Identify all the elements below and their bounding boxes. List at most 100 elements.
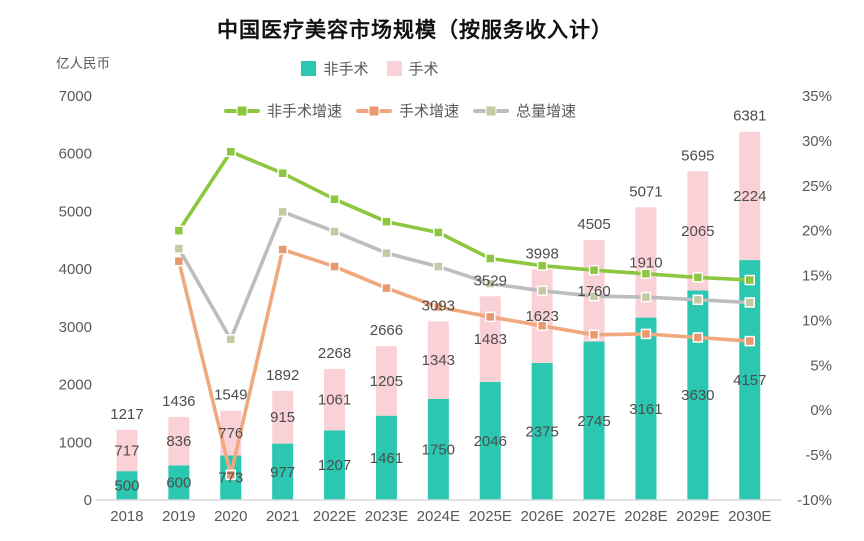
label-nonsurgical: 500 [114, 478, 139, 495]
bar-nonsurgical [116, 471, 138, 500]
label-surgical: 776 [218, 425, 243, 442]
x-axis-label: 2020 [214, 508, 247, 525]
label-surgical: 1205 [370, 373, 403, 390]
growth-marker-2 [536, 285, 548, 297]
y-left-tick: 7000 [59, 88, 92, 105]
legend-line-square-icon [368, 105, 380, 116]
label-total: 1217 [110, 406, 143, 423]
legend-swatch-icon [386, 61, 402, 76]
legend-label: 非手术增速 [266, 103, 342, 120]
label-nonsurgical: 1207 [318, 457, 351, 474]
y-right-tick: -5% [805, 447, 832, 464]
x-axis-label: 2021 [266, 508, 299, 525]
label-total: 5695 [681, 147, 714, 164]
bar-nonsurgical [272, 443, 294, 500]
growth-marker-0 [692, 272, 704, 283]
y-right-tick: -10% [797, 492, 832, 509]
label-nonsurgical: 2046 [474, 433, 507, 450]
legend-line-series: 非手术增速 手术增速 总量增速 [0, 100, 800, 121]
y-left-tick: 5000 [59, 203, 92, 220]
growth-line-2 [177, 210, 752, 342]
legend-line-square-icon [236, 105, 248, 116]
growth-marker-1 [744, 335, 755, 347]
bar-nonsurgical [375, 415, 397, 500]
label-total: 1892 [266, 367, 299, 384]
y-right-tick: 15% [802, 268, 832, 285]
growth-marker-1 [433, 301, 444, 313]
growth-marker-1 [381, 282, 392, 294]
growth-marker-1 [588, 329, 600, 341]
label-nonsurgical: 773 [218, 470, 243, 487]
growth-line-0 [177, 149, 752, 282]
y-right-tick: 30% [802, 133, 832, 150]
legend-label: 手术增速 [398, 103, 459, 120]
x-axis-label: 2026E [520, 508, 563, 525]
x-axis-label: 2023E [365, 508, 408, 525]
chart-title: 中国医疗美容市场规模（按服务收入计） [217, 19, 613, 42]
growth-marker-0 [640, 268, 652, 280]
label-surgical: 1061 [318, 392, 351, 409]
label-total: 4505 [577, 216, 610, 233]
label-surgical: 717 [114, 442, 139, 459]
label-nonsurgical: 2375 [525, 423, 558, 440]
growth-marker-0 [744, 274, 755, 286]
bar-nonsurgical [324, 430, 346, 500]
label-nonsurgical: 977 [270, 464, 295, 481]
label-nonsurgical: 4157 [733, 372, 766, 389]
bar-surgical [635, 207, 657, 318]
x-axis-label: 2030E [728, 508, 771, 525]
bar-nonsurgical [531, 362, 553, 500]
bar-nonsurgical [687, 290, 709, 500]
legend-label: 手术 [408, 61, 439, 78]
growth-marker-0 [173, 225, 185, 236]
y-left-tick: 4000 [59, 261, 92, 278]
x-axis-label: 2019 [162, 508, 195, 525]
label-total: 3093 [422, 297, 455, 314]
bar-nonsurgical [635, 317, 657, 500]
growth-marker-1 [536, 320, 548, 332]
growth-marker-0 [536, 260, 548, 271]
legend-label: 非手术 [323, 61, 369, 78]
legend-line-marker-icon [223, 105, 260, 116]
x-axis-label: 2022E [313, 508, 356, 525]
y-right-tick: 20% [802, 223, 832, 240]
growth-marker-1 [692, 332, 704, 343]
label-nonsurgical: 600 [166, 475, 191, 492]
legend-item-growth-0: 非手术增速 [223, 100, 342, 121]
label-surgical: 2224 [733, 188, 766, 205]
growth-marker-0 [225, 146, 236, 157]
bar-surgical [739, 131, 761, 261]
label-nonsurgical: 3161 [629, 401, 662, 418]
growth-marker-1 [173, 255, 185, 267]
growth-marker-2 [277, 206, 288, 218]
y-left-tick: 3000 [59, 319, 92, 336]
growth-marker-0 [329, 193, 340, 205]
x-axis-label: 2029E [676, 508, 719, 525]
y-left-tick: 0 [84, 492, 92, 509]
legend-swatch-icon [301, 61, 317, 76]
legend-bar-series: 非手术 手术 [0, 58, 740, 79]
growth-marker-2 [640, 291, 652, 303]
bar-nonsurgical [479, 381, 501, 500]
legend-item-nonsurgical: 非手术 [301, 58, 369, 79]
label-surgical: 1343 [422, 352, 455, 369]
growth-line-1 [177, 247, 752, 477]
x-axis-label: 2025E [469, 508, 512, 525]
growth-marker-0 [277, 167, 288, 179]
bar-nonsurgical [583, 341, 605, 500]
y-right-tick: 0% [810, 402, 832, 419]
bar-nonsurgical [739, 260, 761, 500]
x-axis-label: 2028E [624, 508, 667, 525]
legend-line-marker-icon [355, 105, 392, 116]
label-nonsurgical: 1461 [370, 450, 403, 467]
legend-item-surgical: 手术 [386, 58, 439, 79]
growth-marker-0 [588, 264, 600, 276]
label-total: 6381 [733, 108, 766, 125]
y-left-tick: 6000 [59, 146, 92, 163]
label-total: 2666 [370, 322, 403, 339]
growth-marker-1 [225, 469, 236, 481]
label-nonsurgical: 2745 [577, 413, 610, 430]
y-right-tick: 25% [802, 178, 832, 195]
